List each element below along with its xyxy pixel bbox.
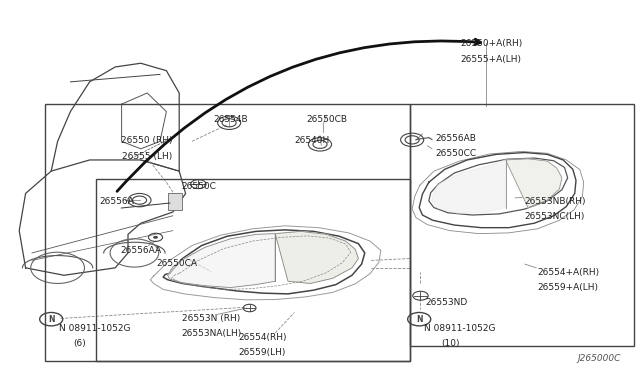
Polygon shape xyxy=(432,160,506,213)
Text: 26550C: 26550C xyxy=(181,182,216,191)
Text: 26553NC(LH): 26553NC(LH) xyxy=(525,212,585,221)
Text: 26554+A(RH): 26554+A(RH) xyxy=(538,268,600,277)
Text: 26556AA: 26556AA xyxy=(120,246,161,254)
Text: 26553ND: 26553ND xyxy=(426,298,468,307)
Text: J265000C: J265000C xyxy=(577,354,621,363)
Text: 26559+A(LH): 26559+A(LH) xyxy=(538,283,598,292)
Text: 26553NA(LH): 26553NA(LH) xyxy=(181,329,241,338)
Text: 26556A: 26556A xyxy=(99,197,134,206)
Polygon shape xyxy=(506,159,562,208)
Text: 26550CC: 26550CC xyxy=(435,149,476,158)
Text: 26550+A(RH): 26550+A(RH) xyxy=(461,39,523,48)
Text: 26550CB: 26550CB xyxy=(306,115,347,124)
Text: 26559(LH): 26559(LH) xyxy=(239,348,286,357)
Text: 26553N (RH): 26553N (RH) xyxy=(182,314,241,323)
Text: N: N xyxy=(416,315,422,324)
FancyBboxPatch shape xyxy=(168,193,182,210)
Bar xyxy=(410,104,634,346)
Bar xyxy=(96,179,410,361)
Text: 26550 (RH): 26550 (RH) xyxy=(122,136,173,145)
Text: N: N xyxy=(48,315,54,324)
Polygon shape xyxy=(168,234,275,288)
Bar xyxy=(45,104,410,361)
Text: 26554B: 26554B xyxy=(213,115,248,124)
Polygon shape xyxy=(275,231,358,283)
Text: 26550CA: 26550CA xyxy=(157,259,198,267)
Text: 26540H: 26540H xyxy=(294,136,330,145)
Text: 26553NB(RH): 26553NB(RH) xyxy=(525,197,586,206)
Text: 26554(RH): 26554(RH) xyxy=(238,333,287,342)
Text: 26555+A(LH): 26555+A(LH) xyxy=(461,55,522,64)
Circle shape xyxy=(153,236,158,239)
Text: 26555 (LH): 26555 (LH) xyxy=(122,152,172,161)
Text: (6): (6) xyxy=(74,339,86,347)
Text: (10): (10) xyxy=(442,339,460,347)
Text: N 08911-1052G: N 08911-1052G xyxy=(59,324,131,333)
Text: 26556AB: 26556AB xyxy=(435,134,476,143)
Text: N 08911-1052G: N 08911-1052G xyxy=(424,324,496,333)
